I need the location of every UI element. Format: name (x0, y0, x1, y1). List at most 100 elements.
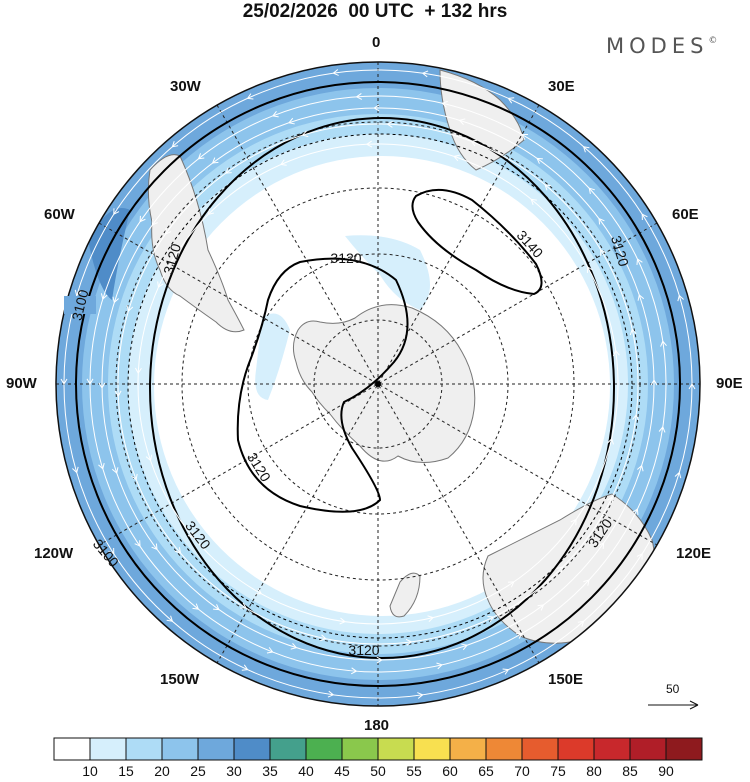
wind-arrow (225, 167, 232, 174)
wind-arrow (327, 690, 334, 698)
colorbar-tick-label: 45 (334, 763, 350, 779)
copyright-mark: © (708, 36, 718, 46)
wind-arrow (98, 463, 105, 470)
contour-3140 (411, 189, 543, 296)
wind-arrow (600, 249, 607, 256)
map-title: 25/02/2026 00 UTC + 132 hrs (242, 1, 508, 22)
colorbar-tick-label: 15 (118, 763, 134, 779)
wind-arrow (134, 367, 142, 374)
wind-arrow (60, 378, 68, 385)
wind-arrow (674, 472, 682, 479)
contour-3100 (75, 81, 681, 687)
wind-arrow (422, 70, 429, 78)
wind-arrow (72, 466, 79, 473)
wind-arrow (632, 414, 640, 421)
wind-arrow (126, 305, 134, 312)
wind-arrow (86, 378, 94, 385)
colorbar-tick-label: 20 (154, 763, 170, 779)
wind-arrow (198, 153, 205, 160)
south-america-land (147, 154, 245, 333)
wind-arrow (459, 118, 466, 125)
wind-arrows (60, 69, 696, 699)
wind-streamline (89, 95, 667, 673)
colorbar-tick-label: 65 (478, 763, 494, 779)
contours (75, 81, 681, 687)
wind-arrow (376, 656, 383, 664)
wind-arrow (108, 547, 115, 555)
wind-arrow (151, 219, 158, 226)
wind-arrow (471, 139, 478, 147)
wind-arrow (417, 692, 424, 699)
wind-arrow (507, 97, 515, 104)
reference-vector-label: 50 (666, 682, 680, 696)
wind-arrow (280, 159, 287, 166)
wind-arrow (677, 295, 684, 302)
wind-arrow (98, 382, 106, 389)
wind-arrow (247, 93, 254, 100)
wind-arrow (660, 340, 667, 347)
wind-arrow (255, 588, 262, 595)
wind-arrow (636, 258, 643, 265)
meridian (98, 222, 658, 546)
wind-arrow (612, 350, 620, 357)
logo-text: MODES (606, 34, 709, 58)
wind-arrow (114, 390, 122, 397)
wind-arrow (636, 553, 643, 560)
wind-arrow (521, 134, 528, 140)
longitude-label-0: 0 (372, 34, 381, 51)
wind-arrow (350, 667, 357, 675)
wind-streamlines (63, 69, 693, 699)
meridian (216, 104, 540, 664)
meridian (216, 104, 540, 664)
longitude-label-180: 180 (364, 717, 390, 734)
meridian (98, 222, 658, 546)
longitude-label-150w: 150W (160, 671, 200, 688)
colorbar-tick-label: 10 (82, 763, 98, 779)
wind-arrow (544, 184, 551, 191)
wind-arrow (530, 198, 538, 205)
wind-arrow (356, 93, 363, 100)
wind-arrow (583, 146, 590, 153)
wind-arrow (427, 615, 434, 623)
graticule (56, 62, 700, 706)
wind-arrow (650, 379, 658, 386)
wind-arrow (387, 120, 393, 128)
wind-arrow (507, 581, 515, 588)
wind-arrow (598, 218, 605, 225)
contour-3120-inner (236, 257, 409, 513)
wind-arrow (272, 110, 279, 118)
modes-logo: MODES© (606, 34, 717, 58)
wind-arrow (131, 473, 138, 481)
wind-arrow (192, 603, 199, 610)
wind-arrow (74, 289, 82, 296)
antarctica-land (292, 304, 476, 463)
wind-shading-patch (88, 208, 130, 300)
colorbar-tick-label: 60 (442, 763, 458, 779)
wind-arrow (339, 617, 346, 625)
colorbar-tick-label: 75 (550, 763, 566, 779)
wind-arrow (487, 616, 494, 623)
longitude-label-120e: 120E (676, 545, 712, 562)
wind-arrow (174, 547, 181, 554)
colorbar-tick-label: 25 (190, 763, 206, 779)
map-border (55, 61, 701, 707)
colorbar-tick-label: 90 (658, 763, 674, 779)
wind-arrow (288, 117, 295, 125)
contour-3120-outer (149, 117, 615, 659)
wind-streamline (101, 107, 655, 661)
wind-arrow (632, 508, 639, 515)
wind-arrow (332, 69, 339, 76)
wind-arrow (607, 438, 614, 445)
wind-arrow (100, 293, 108, 300)
wind-arrow (302, 130, 309, 138)
wind-arrow (111, 467, 119, 474)
colorbar-tick-label: 40 (298, 763, 314, 779)
wind-arrow (207, 208, 214, 215)
wind-arrow (516, 632, 523, 639)
wind-arrow (453, 154, 460, 162)
wind-arrow (537, 604, 544, 611)
wind-shading-patch (255, 313, 290, 400)
wind-arrow (151, 543, 158, 550)
longitude-label-30e: 30E (548, 78, 575, 95)
